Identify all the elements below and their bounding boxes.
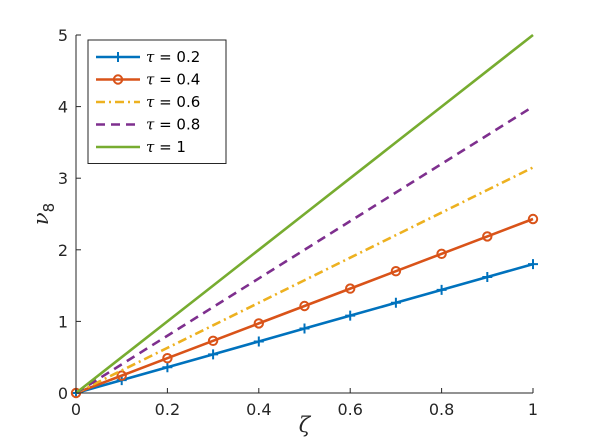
legend-label-symbol: τ	[146, 116, 155, 134]
series-line-5	[75, 33, 534, 395]
legend: τ = 0.2τ = 0.4τ = 0.6τ = 0.8τ = 1	[87, 39, 227, 164]
y-tick-label: 2	[58, 241, 68, 260]
x-tick-label: 0	[71, 400, 81, 419]
y-tick-label: 3	[58, 169, 68, 188]
data-point	[482, 272, 493, 283]
data-point	[208, 349, 219, 360]
legend-label-value: = 0.2	[154, 48, 200, 66]
legend-box	[87, 39, 227, 164]
legend-label-value: = 1	[154, 138, 186, 156]
y-axis-label-base: ν	[29, 212, 53, 225]
series-layer	[70, 33, 539, 399]
y-tick-label: 0	[58, 384, 68, 403]
x-tick-label: 0.6	[337, 400, 362, 419]
legend-label-symbol: τ	[146, 48, 155, 66]
y-axis-label: ν8	[29, 203, 58, 225]
data-point	[482, 231, 493, 242]
legend-label-symbol: τ	[146, 138, 155, 156]
data-point	[345, 310, 356, 321]
data-point	[253, 318, 264, 329]
series-3	[75, 166, 534, 395]
legend-label-value: = 0.6	[154, 93, 200, 111]
legend-label: τ = 0.6	[146, 93, 200, 111]
data-point	[436, 284, 447, 295]
series-5	[75, 33, 534, 395]
legend-label: τ = 0.8	[146, 116, 200, 134]
data-point	[299, 300, 310, 312]
data-point	[528, 259, 538, 270]
x-tick-label: 0.2	[155, 400, 180, 419]
data-point	[436, 248, 447, 260]
legend-marker	[112, 74, 124, 85]
x-tick-label: 1	[528, 400, 538, 419]
x-tick-label: 0.8	[429, 400, 454, 419]
data-point	[345, 283, 356, 294]
data-point	[390, 266, 402, 277]
series-line-3	[75, 166, 534, 395]
legend-label-symbol: τ	[146, 71, 155, 89]
legend-label-symbol: τ	[146, 93, 155, 111]
legend-item-5: τ = 1	[96, 138, 186, 156]
legend-marker	[113, 52, 123, 62]
y-tick-label: 1	[58, 312, 68, 331]
y-tick-label: 5	[58, 26, 68, 45]
series-line-2	[75, 217, 534, 395]
legend-label-value: = 0.4	[154, 71, 200, 89]
legend-item-2: τ = 0.4	[96, 71, 200, 89]
data-point	[207, 335, 219, 347]
legend-label: τ = 0.4	[146, 71, 200, 89]
x-tick-label: 0.4	[246, 400, 271, 419]
legend-item-1: τ = 0.2	[96, 48, 200, 66]
data-point	[253, 336, 264, 347]
legend-item-3: τ = 0.6	[96, 93, 200, 111]
series-2	[70, 213, 539, 399]
data-point	[299, 323, 310, 334]
data-point	[162, 362, 173, 373]
data-point	[162, 353, 173, 364]
legend-label: τ = 0.2	[146, 48, 200, 66]
legend-label: τ = 1	[146, 138, 186, 156]
legend-item-4: τ = 0.8	[96, 116, 200, 134]
ticks-layer: 0 0.2 0.4 0.6 0.8 1 0 1 2 3 4 5	[58, 26, 538, 419]
y-tick-label: 4	[58, 98, 68, 117]
y-axis-label-subscript: 8	[40, 203, 58, 213]
x-axis-label: ζ	[299, 413, 312, 437]
axes-layer	[75, 35, 533, 394]
data-point	[116, 370, 127, 381]
legend-label-value: = 0.8	[154, 116, 200, 134]
data-point	[527, 213, 539, 225]
data-point	[390, 297, 401, 308]
